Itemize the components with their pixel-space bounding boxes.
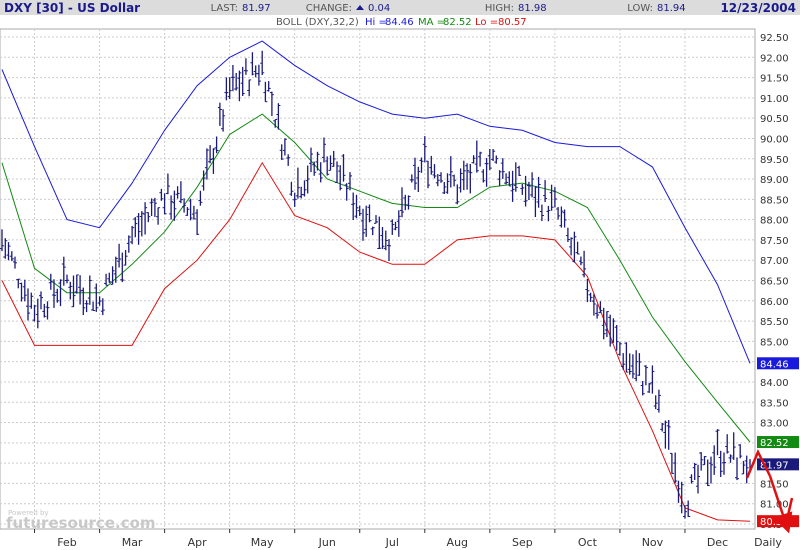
high-value: 81.98 [518, 3, 547, 14]
y-tick-label: 91.00 [760, 94, 789, 105]
upper-band-line [1, 40, 751, 364]
x-tick-label: Sep [512, 536, 533, 549]
x-tick-label: Feb [57, 536, 76, 549]
header-bar [0, 0, 800, 15]
watermark: futuresource.com [6, 514, 156, 532]
y-tick-label: 89.00 [760, 175, 789, 186]
red-arrow-down-icon [768, 475, 793, 534]
date-value: 12/23/2004 [720, 1, 796, 15]
boll-hi-label: Hi = [365, 17, 387, 28]
change-value: 0.04 [368, 3, 390, 14]
x-axis-label: Daily [754, 536, 782, 549]
x-tick-label: Jun [318, 536, 336, 549]
boll-prefix: BOLL (DXY,32,2) [276, 17, 359, 28]
up-triangle-icon [356, 5, 364, 10]
red-arrow-up-icon [745, 449, 772, 479]
y-tick-label: 83.50 [760, 398, 789, 409]
y-tick-label: 90.50 [760, 114, 789, 125]
y-tick-label: 92.50 [760, 33, 789, 44]
boll-lo-label: Lo = [475, 17, 498, 28]
y-tick-label: 81.50 [760, 479, 789, 490]
y-tick-label: 85.00 [760, 337, 789, 348]
y-tick-label: 81.00 [760, 500, 789, 511]
boll-lo-value: 80.57 [498, 17, 527, 28]
x-tick-label: Jul [385, 536, 399, 549]
y-tick-label: 90.00 [760, 134, 789, 145]
y-tick-label: 88.00 [760, 216, 789, 227]
y-tick-label: 87.00 [760, 256, 789, 267]
ma-price-tag [757, 436, 799, 449]
watermark-small: Powered by [8, 509, 49, 517]
last-value: 81.97 [242, 3, 271, 14]
boll-ma-label: MA = [418, 17, 445, 28]
y-axis: 92.50 92.00 91.50 91.00 90.50 90.00 89.50 89.00… [760, 33, 789, 531]
low-label: LOW: [627, 3, 653, 14]
ma-price-tag-label: 82.52 [760, 438, 789, 449]
x-tick-label: May [251, 536, 274, 549]
symbol-title: DXY [30] - US Dollar [4, 1, 140, 15]
y-tick-label: 87.50 [760, 236, 789, 247]
y-tick-label: 88.50 [760, 195, 789, 206]
grid [0, 29, 755, 529]
x-tick-label: Mar [122, 536, 143, 549]
y-tick-label: 92.00 [760, 53, 789, 64]
bollinger-bands [1, 40, 751, 522]
x-tick-label: Oct [578, 536, 598, 549]
x-tick-label: Dec [707, 536, 728, 549]
high-label: HIGH: [485, 3, 514, 14]
middle-band-line [1, 113, 751, 443]
hi-price-tag-label: 84.46 [760, 359, 789, 370]
last-price-tag-label: 81.97 [760, 460, 789, 471]
change-label: CHANGE: [306, 3, 352, 14]
boll-legend-bar [0, 15, 800, 28]
x-tick-label: Aug [447, 536, 468, 549]
boll-ma-value: 82.52 [443, 17, 472, 28]
last-price-tag [757, 458, 799, 471]
y-tick-label: 86.00 [760, 297, 789, 308]
y-tick-label: 83.00 [760, 419, 789, 430]
low-value: 81.94 [657, 3, 686, 14]
y-tick-label: 85.50 [760, 317, 789, 328]
hi-price-tag [757, 357, 799, 370]
boll-hi-value: 84.46 [385, 17, 414, 28]
x-tick-label: Nov [642, 536, 664, 549]
plot-area [0, 28, 756, 530]
x-tick-label: Apr [188, 536, 208, 549]
y-tick-label: 91.50 [760, 74, 789, 85]
x-axis: Feb Mar Apr May Jun Jul Aug Sep Oct Nov Dec [34, 529, 728, 549]
price-bars [0, 50, 751, 519]
red-arrow-tail-icon [784, 497, 794, 525]
lower-band-line [1, 161, 751, 522]
y-tick-label: 84.00 [760, 378, 789, 389]
y-tick-label: 86.50 [760, 277, 789, 288]
last-label: LAST: [211, 3, 238, 14]
y-tick-label: 89.50 [760, 155, 789, 166]
